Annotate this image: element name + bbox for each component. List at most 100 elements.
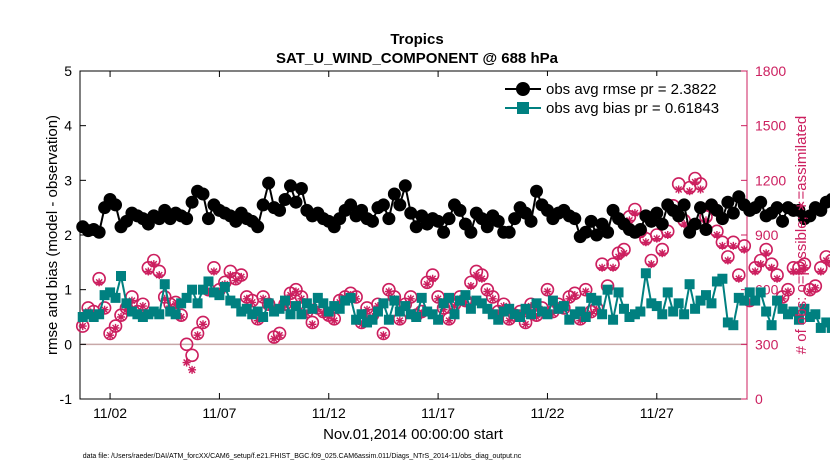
rmse-point bbox=[699, 223, 713, 237]
assimilated-point bbox=[494, 309, 503, 318]
assimilated-point bbox=[816, 267, 825, 276]
assimilated-point bbox=[352, 294, 361, 303]
legend-rmse-marker bbox=[516, 82, 530, 96]
assimilated-point bbox=[248, 298, 257, 307]
assimilated-point bbox=[619, 249, 628, 258]
data-file-footnote: data file: /Users/raeder/DAI/ATM_forcXX/… bbox=[83, 453, 522, 460]
rmse-point bbox=[633, 223, 647, 237]
assimilated-point bbox=[614, 252, 623, 261]
rmse-point bbox=[776, 214, 790, 228]
bias-point bbox=[269, 306, 280, 317]
assimilated-point bbox=[570, 291, 579, 300]
assimilated-point bbox=[685, 187, 694, 196]
assimilated-point bbox=[313, 305, 322, 314]
assimilated-point bbox=[466, 282, 475, 291]
assimilated-point bbox=[319, 309, 328, 318]
y2-axis-label: # of obs: o=possible; ∗=assimilated bbox=[793, 116, 810, 355]
bias-point bbox=[679, 309, 690, 320]
rmse-point bbox=[579, 225, 593, 239]
possible-point bbox=[272, 326, 287, 341]
bias-point bbox=[378, 298, 389, 309]
bias-point bbox=[815, 322, 826, 333]
bias-point bbox=[99, 290, 110, 301]
assimilated-point bbox=[193, 331, 202, 340]
bias-point bbox=[624, 312, 635, 322]
legend-bias-marker bbox=[517, 102, 529, 114]
bias-point bbox=[744, 287, 755, 298]
possible-point bbox=[376, 326, 391, 341]
bias-point bbox=[329, 301, 340, 312]
assimilated-point bbox=[505, 316, 514, 325]
assimilated-point bbox=[428, 274, 437, 283]
x-tick-label: 11/12 bbox=[312, 405, 346, 421]
possible-point bbox=[97, 301, 112, 315]
bias-point bbox=[318, 298, 329, 309]
rmse-point bbox=[185, 195, 199, 209]
bias-point bbox=[602, 284, 613, 295]
assimilated-obs-series bbox=[78, 178, 830, 374]
bias-point bbox=[345, 292, 356, 303]
assimilated-point bbox=[756, 260, 765, 269]
bias-point bbox=[761, 306, 772, 317]
assimilated-point bbox=[718, 241, 727, 250]
assimilated-point bbox=[488, 294, 497, 303]
assimilated-point bbox=[106, 331, 115, 340]
rmse-point bbox=[524, 214, 538, 228]
possible-point bbox=[190, 326, 205, 341]
assimilated-point bbox=[658, 249, 667, 258]
possible-point bbox=[234, 268, 249, 282]
bias-point bbox=[515, 312, 526, 322]
assimilated-point bbox=[100, 305, 109, 314]
rmse-point bbox=[530, 184, 544, 198]
rmse-point bbox=[398, 179, 412, 193]
assimilated-point bbox=[275, 331, 284, 340]
assimilated-point bbox=[477, 274, 486, 283]
assimilated-point bbox=[188, 365, 197, 374]
bias-point bbox=[192, 298, 203, 309]
assimilated-point bbox=[472, 271, 481, 280]
assimilated-point bbox=[423, 280, 432, 289]
rmse-point bbox=[677, 198, 691, 212]
assimilated-point bbox=[231, 276, 240, 285]
bias-point bbox=[165, 306, 176, 317]
bias-point bbox=[214, 290, 225, 301]
rmse-point bbox=[464, 225, 478, 239]
bias-point bbox=[274, 303, 285, 314]
assimilated-point bbox=[499, 302, 508, 311]
rmse-point bbox=[590, 228, 604, 242]
rmse-point bbox=[376, 198, 390, 212]
assimilated-point bbox=[182, 358, 191, 367]
bias-point bbox=[312, 292, 323, 303]
bias-point bbox=[203, 276, 214, 287]
bias-point bbox=[766, 320, 777, 331]
assimilated-point bbox=[439, 305, 448, 314]
bias-point bbox=[777, 303, 788, 314]
assimilated-point bbox=[160, 294, 169, 303]
bias-point bbox=[187, 284, 198, 295]
bias-point bbox=[252, 306, 263, 317]
possible-point bbox=[578, 282, 593, 297]
legend-box bbox=[500, 76, 742, 120]
bias-point bbox=[225, 295, 236, 306]
assimilated-point bbox=[95, 278, 104, 287]
bias-point bbox=[772, 295, 783, 306]
assimilated-point bbox=[527, 302, 536, 311]
bias-point bbox=[340, 295, 351, 306]
assimilated-point bbox=[784, 287, 793, 296]
assimilated-point bbox=[641, 238, 650, 247]
assimilated-point bbox=[652, 234, 661, 243]
assimilated-point bbox=[117, 313, 126, 321]
rmse-point bbox=[251, 220, 265, 234]
bias-point bbox=[651, 301, 662, 312]
assimilated-point bbox=[822, 256, 830, 265]
y-axis-ticks: -1 0 1 2 3 4 5 bbox=[60, 63, 86, 407]
bias-point bbox=[433, 314, 444, 325]
bias-point bbox=[547, 295, 558, 306]
legend: obs avg rmse pr = 2.3822 obs avg bias pr… bbox=[500, 76, 742, 120]
bias-point bbox=[509, 309, 520, 320]
legend-bias-label: obs avg bias pr = 0.61843 bbox=[546, 100, 719, 117]
bias-point bbox=[569, 309, 580, 320]
bias-point bbox=[597, 309, 608, 320]
rmse-point bbox=[502, 225, 516, 239]
